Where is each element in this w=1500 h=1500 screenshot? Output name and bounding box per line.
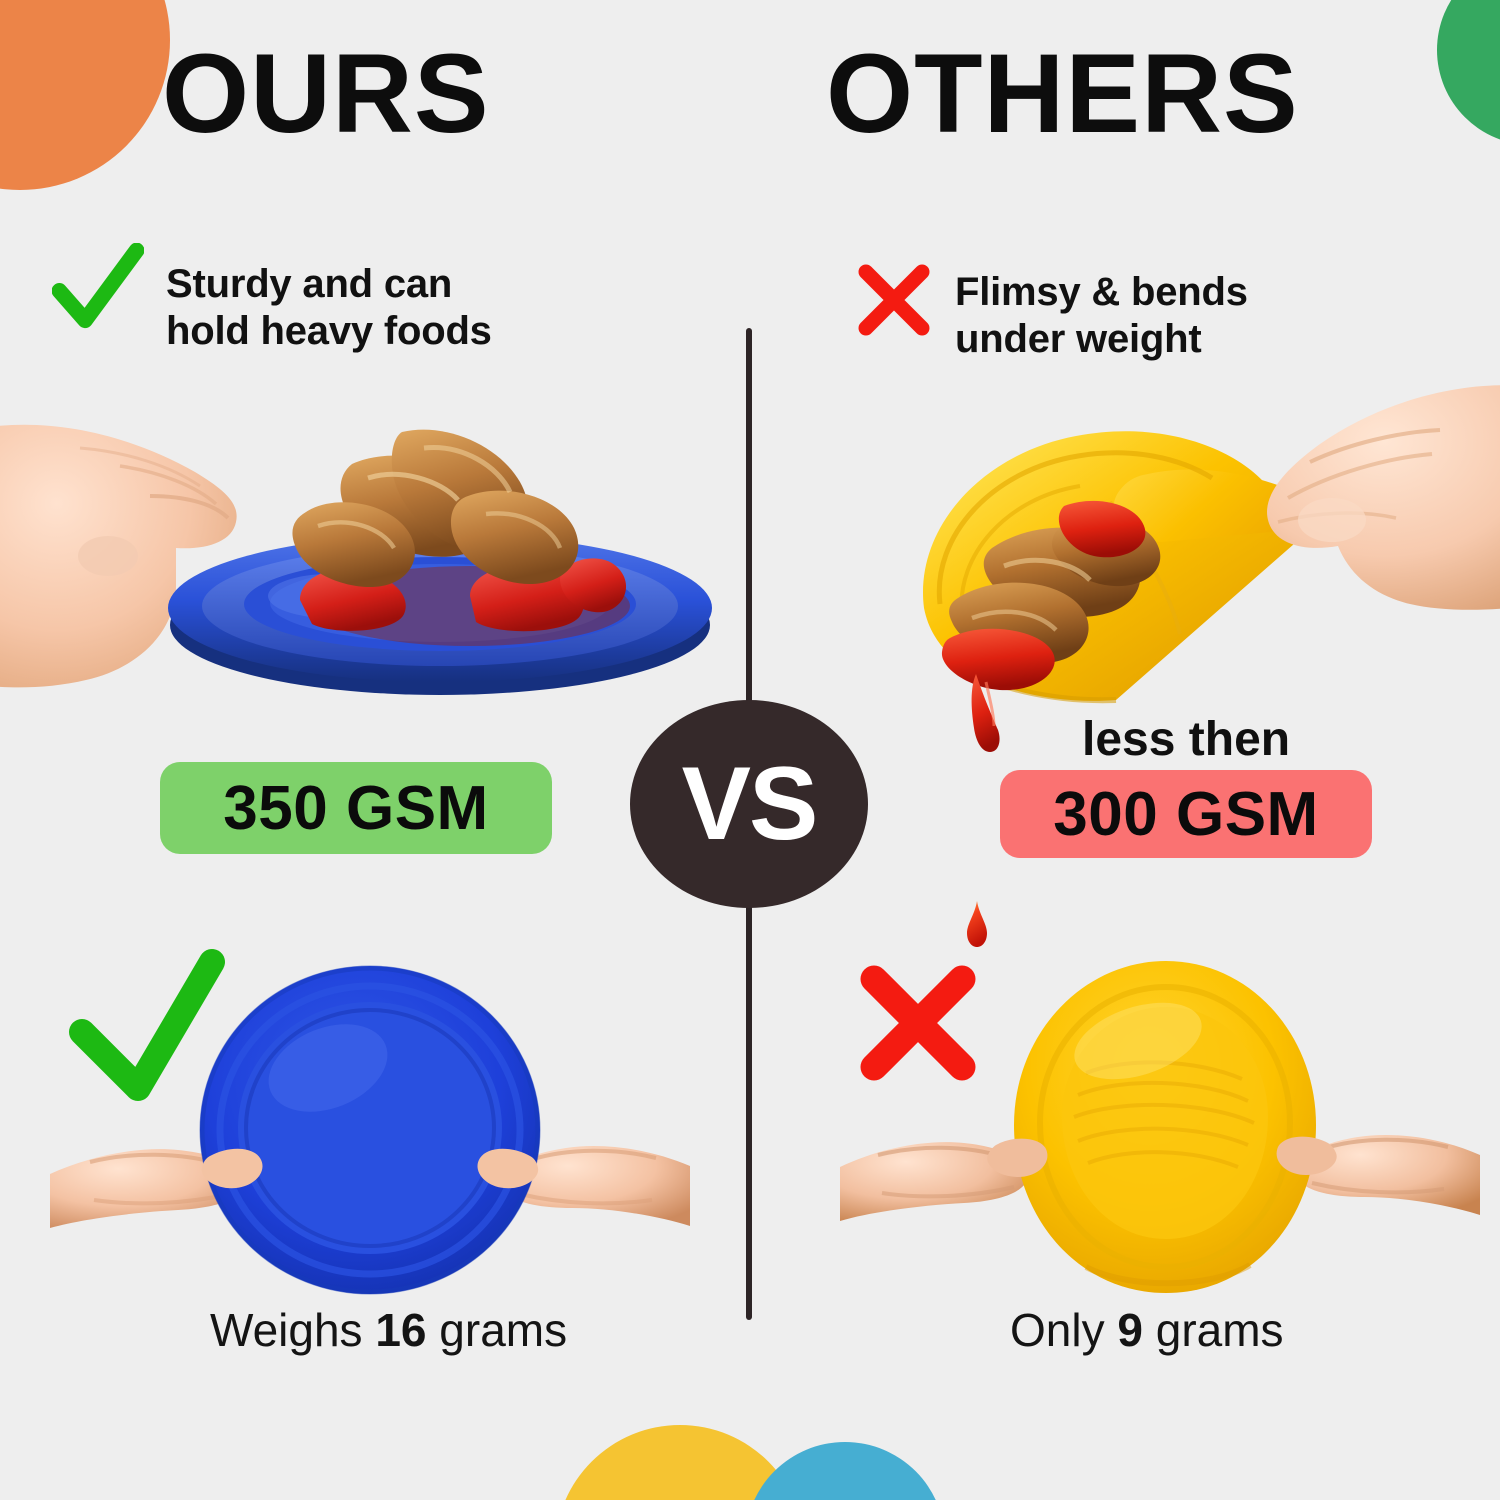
decorative-circle-orange bbox=[0, 0, 170, 190]
caption-others-number: 9 bbox=[1117, 1304, 1143, 1356]
caption-ours-suffix: grams bbox=[426, 1304, 568, 1356]
hand-left-holding-plate bbox=[0, 424, 237, 688]
blue-plate-rigid bbox=[199, 965, 541, 1295]
claim-others: Flimsy & bends under weight bbox=[855, 255, 1248, 363]
hand-right-bending-plate bbox=[1267, 385, 1500, 610]
cross-icon bbox=[858, 264, 930, 336]
vs-badge: VS bbox=[630, 700, 868, 908]
claim-others-text: Flimsy & bends under weight bbox=[955, 270, 1248, 362]
thumbs-pinching-rim bbox=[987, 1136, 1337, 1177]
vs-label: VS bbox=[681, 745, 819, 862]
gsm-badge-others: 300 GSM bbox=[1000, 770, 1372, 858]
photo-others-sagging-plate bbox=[840, 955, 1480, 1300]
caption-others-suffix: grams bbox=[1142, 1304, 1284, 1356]
food-pile-chicken-and-tomatoes bbox=[292, 429, 630, 646]
column-title-ours: OURS bbox=[162, 31, 490, 156]
food-sliding-out bbox=[941, 500, 1161, 752]
caption-ours-number: 16 bbox=[375, 1304, 427, 1356]
check-icon bbox=[69, 949, 225, 1101]
photo-ours-rigid-plate bbox=[50, 949, 690, 1300]
caption-others-weight: Only 9 grams bbox=[1010, 1303, 1284, 1357]
cross-icon bbox=[860, 965, 976, 1081]
gsm-badge-ours: 350 GSM bbox=[160, 762, 552, 854]
column-title-others: OTHERS bbox=[826, 31, 1299, 156]
photo-ours-holding-loaded-plate bbox=[0, 400, 712, 700]
decorative-circle-blue bbox=[745, 1442, 945, 1500]
yellow-plate-sagging bbox=[1014, 961, 1316, 1293]
check-icon bbox=[52, 243, 144, 329]
hand-right-grip bbox=[1295, 1135, 1480, 1215]
claim-ours: Sturdy and can hold heavy foods bbox=[52, 243, 492, 355]
decorative-circle-green bbox=[1437, 0, 1500, 145]
photo-others-bending-plate bbox=[880, 370, 1500, 770]
thumbs-on-rim bbox=[201, 1148, 539, 1189]
hand-right-grip bbox=[501, 1146, 690, 1226]
caption-ours-weight: Weighs 16 grams bbox=[210, 1303, 567, 1357]
claim-ours-text: Sturdy and can hold heavy foods bbox=[166, 262, 492, 354]
caption-ours-prefix: Weighs bbox=[210, 1304, 376, 1356]
gsm-ours-label: 350 GSM bbox=[223, 773, 489, 843]
gsm-others-label: 300 GSM bbox=[1053, 779, 1319, 849]
caption-others-prefix: Only bbox=[1010, 1304, 1118, 1356]
ketchup-drop-icon bbox=[966, 900, 988, 948]
less-then-label: less then bbox=[1082, 713, 1291, 766]
